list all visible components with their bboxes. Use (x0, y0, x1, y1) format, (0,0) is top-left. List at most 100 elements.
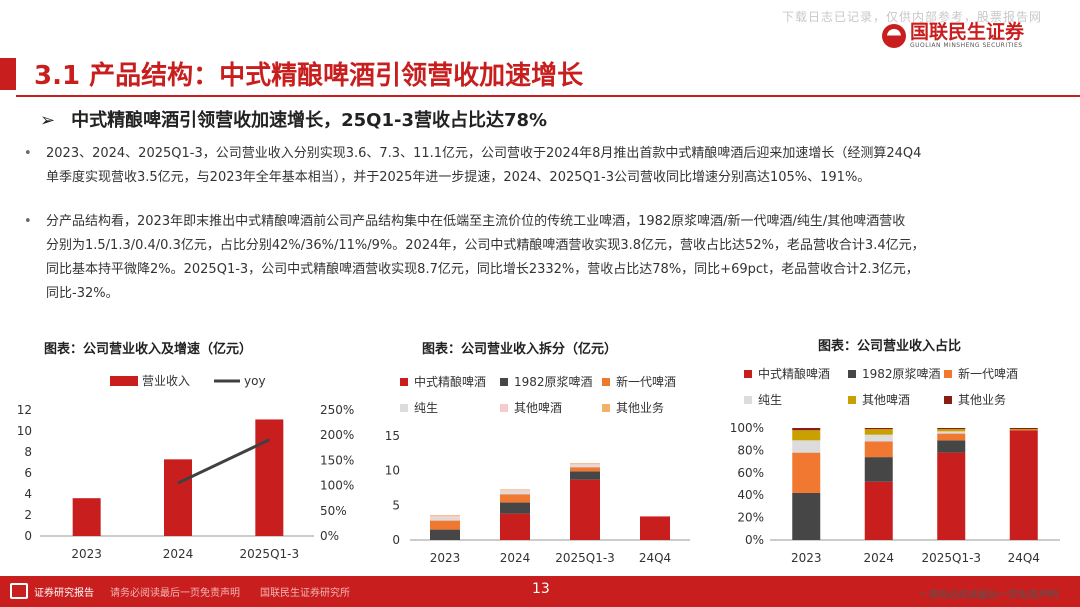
legend-label: 新一代啤酒 (616, 374, 676, 389)
brand-logo-block: 国联民生证券 GUOLIAN MINSHENG SECURITIES (882, 22, 1024, 49)
legend-swatch (400, 404, 408, 412)
legend-swatch (400, 378, 408, 386)
y-tick-label: 10 (17, 424, 32, 438)
page-number: 13 (532, 581, 550, 597)
y2-tick-label: 150% (320, 453, 354, 467)
footer-label: 证券研究报告 (34, 588, 94, 599)
y2-tick-label: 50% (320, 504, 347, 518)
bullet-icon: • (24, 146, 32, 161)
paragraph-line: 分别为1.5/1.3/0.4/0.3亿元，占比分别42%/36%/11%/9%。… (46, 238, 925, 253)
bar-segment (937, 452, 966, 540)
subheading: ➢ 中式精酿啤酒引领营收加速增长，25Q1-3营收占比达78% (40, 106, 547, 132)
bar-segment (792, 492, 821, 540)
bar-segment (937, 440, 966, 453)
bar-segment (864, 481, 893, 540)
y2-tick-label: 0% (320, 529, 339, 543)
legend-swatch (500, 378, 508, 386)
y-tick-label: 5 (392, 498, 400, 512)
bar-segment (430, 517, 460, 521)
footer-note: * 请务必阅读最后一页免责声明 (919, 590, 1058, 601)
legend-swatch-revenue (110, 376, 138, 386)
y-tick-label: 60% (737, 466, 764, 480)
bar-segment (430, 520, 460, 530)
bar-segment (864, 429, 893, 435)
legend-label: 1982原浆啤酒 (514, 374, 593, 389)
y-tick-label: 6 (24, 466, 32, 480)
legend-swatch (744, 370, 752, 378)
bar-segment (570, 465, 600, 468)
legend-label: 其他业务 (958, 392, 1006, 407)
legend-label: 中式精酿啤酒 (758, 366, 830, 381)
paragraph-2: • 分产品结构看，2023年即末推出中式精酿啤酒前公司产品结构集中在低端至主流价… (24, 210, 1060, 306)
paragraph-line: 同比基本持平微降2%。2025Q1-3，公司中式精酿啤酒营收实现8.7亿元，同比… (46, 262, 919, 277)
x-tick-label: 24Q4 (639, 551, 671, 565)
legend-swatch (602, 404, 610, 412)
line-yoy (177, 438, 270, 485)
legend-label: 其他啤酒 (514, 400, 562, 415)
legend-swatch (944, 370, 952, 378)
brand-name: 国联民生证券 (910, 21, 1025, 43)
paragraph-line: 分产品结构看，2023年即末推出中式精酿啤酒前公司产品结构集中在低端至主流价位的… (46, 214, 906, 229)
x-tick-label: 2024 (163, 547, 194, 561)
y-tick-label: 8 (24, 445, 32, 459)
bar-segment (1009, 429, 1038, 431)
title-divider (16, 95, 1080, 97)
bar-segment (500, 490, 530, 492)
legend-label: 纯生 (758, 393, 782, 407)
brand-logo-icon (882, 23, 906, 48)
arrow-icon: ➢ (40, 110, 56, 131)
legend-swatch (744, 396, 752, 404)
legend-label: 营业收入 (142, 374, 190, 388)
y-tick-label: 2 (24, 508, 32, 522)
x-tick-label: 2025Q1-3 (555, 551, 615, 565)
paragraph-line: 单季度实现营收3.5亿元，与2023年全年基本相当），并于2025年进一步提速，… (46, 170, 871, 185)
x-tick-label: 2025Q1-3 (921, 551, 981, 565)
bar-segment (500, 489, 530, 491)
y-tick-label: 80% (737, 443, 764, 457)
y-tick-label: 40% (737, 488, 764, 502)
bar-segment (500, 513, 530, 540)
paragraph-line: 同比-32%。 (46, 286, 119, 301)
bar-segment (570, 463, 600, 466)
y2-tick-label: 250% (320, 403, 354, 417)
bar-segment (937, 429, 966, 432)
y-tick-label: 10 (385, 464, 400, 478)
legend-label: yoy (244, 374, 266, 388)
legend-label: 1982原浆啤酒 (862, 366, 941, 381)
legend-label: 其他业务 (616, 400, 664, 415)
footer-bar: 证券研究报告 请务必阅读最后一页免责声明 国联民生证券研究所 13 (0, 576, 1080, 607)
bar-segment (500, 494, 530, 503)
bar-revenue (164, 459, 192, 536)
y-tick-label: 0 (24, 529, 32, 543)
x-tick-label: 2024 (500, 551, 531, 565)
book-icon (10, 583, 28, 599)
bar-segment (640, 516, 670, 540)
bar-segment (792, 430, 821, 441)
x-tick-label: 2024 (863, 551, 894, 565)
y-tick-label: 20% (737, 511, 764, 525)
bar-revenue (255, 419, 284, 536)
legend-label: 纯生 (414, 401, 438, 415)
bar-segment (792, 428, 821, 431)
x-tick-label: 2023 (430, 551, 461, 565)
legend-swatch (848, 396, 856, 404)
legend-label: 中式精酿啤酒 (414, 374, 486, 389)
x-tick-label: 24Q4 (1008, 551, 1040, 565)
page-title: 3.1 产品结构：中式精酿啤酒引领营收加速增长 (34, 61, 584, 91)
bar-segment (937, 433, 966, 441)
legend-label: 新一代啤酒 (958, 366, 1018, 381)
bar-segment (792, 440, 821, 453)
bar-segment (500, 491, 530, 495)
title-accent-bar (0, 58, 16, 90)
bar-segment (570, 479, 600, 540)
bar-segment (864, 441, 893, 458)
legend-swatch (602, 378, 610, 386)
bar-segment (570, 471, 600, 480)
x-tick-label: 2023 (71, 547, 102, 561)
bar-segment (430, 515, 460, 518)
y-tick-label: 0% (745, 533, 764, 547)
legend-swatch (500, 404, 508, 412)
y-tick-label: 4 (24, 487, 32, 501)
bar-segment (937, 431, 966, 434)
